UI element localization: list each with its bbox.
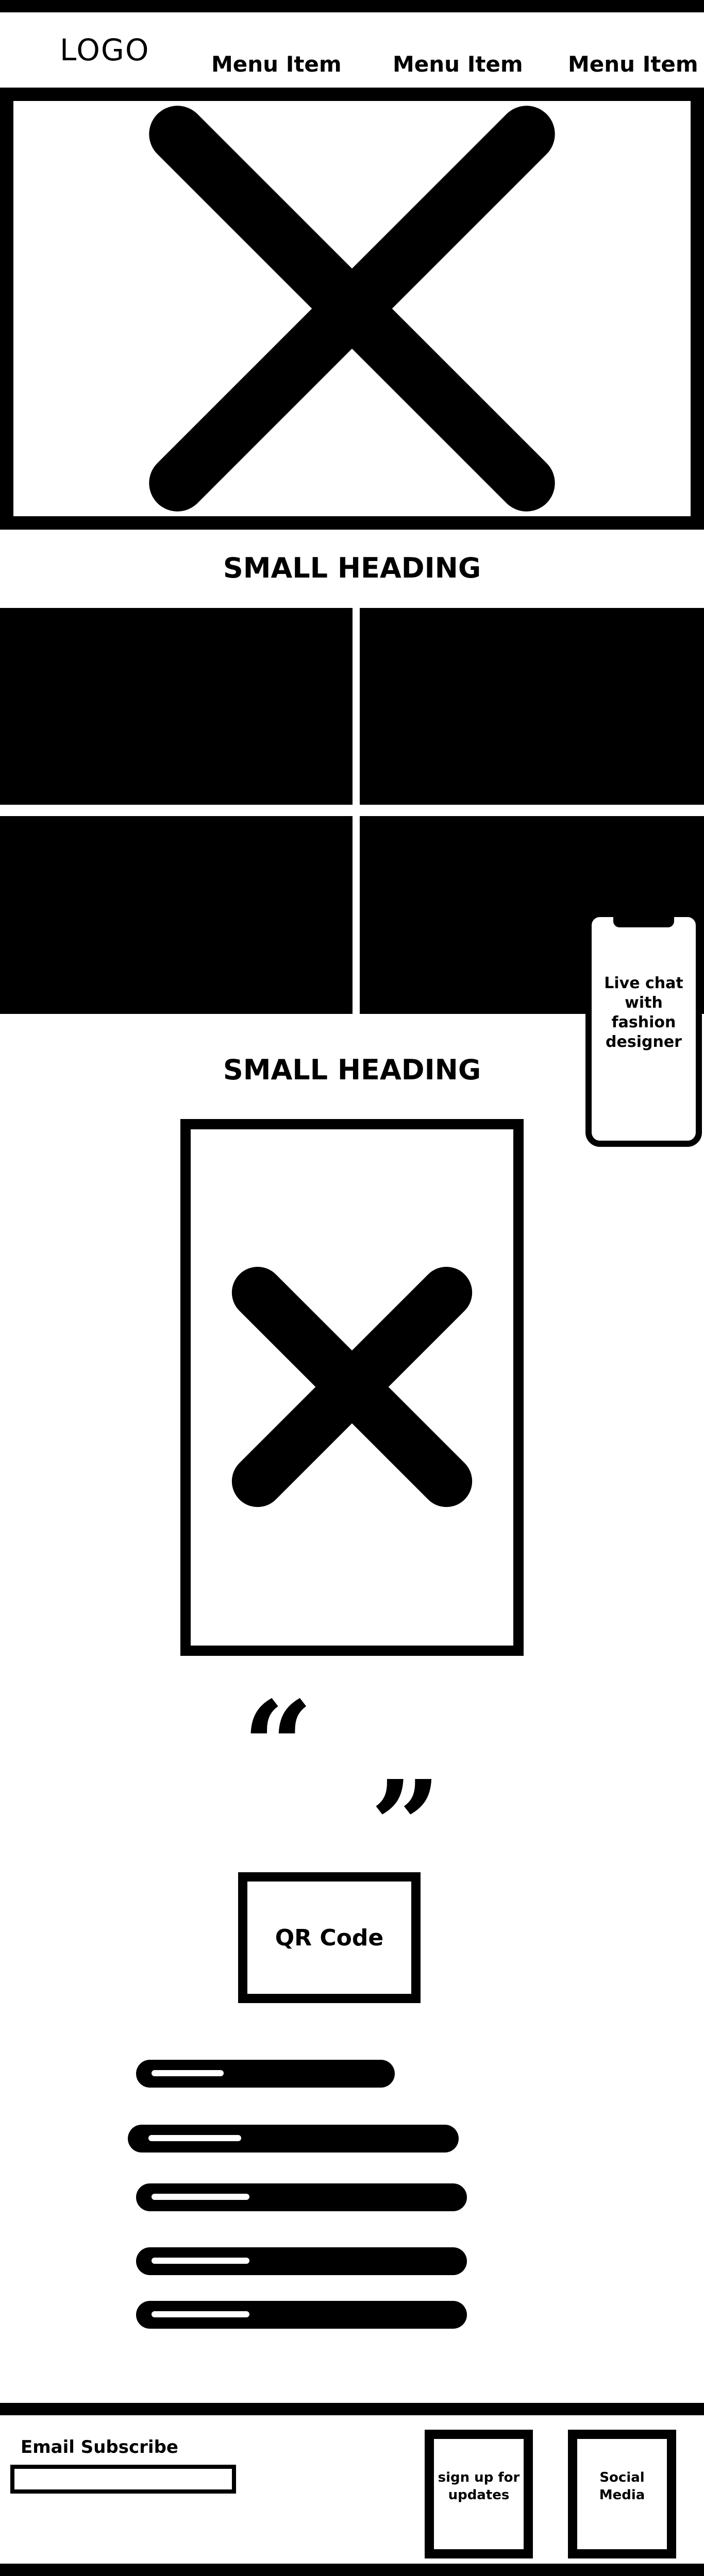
section-heading: SMALL HEADING — [223, 1054, 481, 1086]
pill-highlight — [152, 2258, 249, 2264]
live-chat-widget[interactable]: Live chat with fashion designer — [585, 911, 702, 1147]
nav-menu-item-2[interactable]: Menu Item — [393, 52, 523, 77]
pill-highlight — [152, 2070, 224, 2076]
social-media-button[interactable]: Social Media — [568, 2430, 676, 2558]
logo[interactable]: LOGO — [60, 32, 150, 67]
gallery-tile[interactable] — [0, 608, 353, 805]
list-item-pill[interactable] — [136, 2183, 467, 2211]
pill-highlight — [152, 2311, 249, 2317]
email-field[interactable] — [10, 2465, 236, 2494]
close-quote-icon: ” — [370, 1753, 442, 1899]
social-media-label: Social Media — [599, 2470, 645, 2503]
hero-image-placeholder — [0, 88, 704, 530]
signup-label: sign up for updates — [438, 2470, 520, 2503]
qr-code[interactable]: QR Code — [238, 1872, 421, 2003]
section-heading: SMALL HEADING — [223, 552, 481, 584]
top-bar — [0, 0, 704, 12]
list-item-pill[interactable] — [136, 2060, 395, 2088]
phone-notch — [613, 916, 674, 927]
portrait-image-placeholder — [180, 1119, 524, 1656]
gallery-tile[interactable] — [360, 608, 704, 805]
email-subscribe-label: Email Subscribe — [21, 2437, 178, 2458]
footer-top-bar — [0, 2403, 704, 2415]
signup-button[interactable]: sign up for updates — [425, 2430, 533, 2558]
qr-code-label: QR Code — [275, 1924, 384, 1951]
nav-menu-item-3[interactable]: Menu Item — [568, 52, 698, 77]
open-quote-icon: “ — [242, 1674, 314, 1819]
list-item-pill[interactable] — [136, 2301, 467, 2329]
pill-highlight — [152, 2194, 249, 2200]
pill-highlight — [148, 2135, 241, 2141]
footer-bottom-bar — [0, 2564, 704, 2576]
gallery-tile[interactable] — [0, 816, 353, 1014]
list-item-pill[interactable] — [128, 2125, 459, 2153]
live-chat-label: Live chat with fashion designer — [604, 974, 683, 1051]
nav-menu-item-1[interactable]: Menu Item — [211, 52, 342, 77]
list-item-pill[interactable] — [136, 2247, 467, 2275]
